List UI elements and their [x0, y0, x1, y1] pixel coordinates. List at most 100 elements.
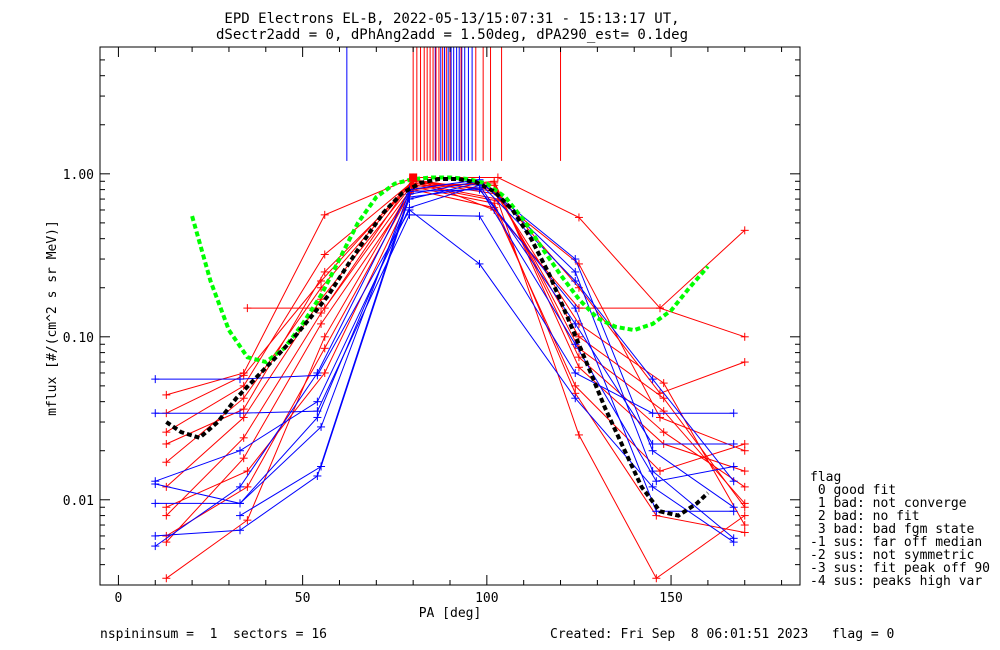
- data-point: [236, 482, 244, 491]
- data-point: [574, 363, 583, 372]
- data-point: [571, 255, 580, 264]
- data-point: [239, 368, 248, 377]
- legend-entry: 3 bad: bad fgm state: [810, 522, 975, 537]
- series-line-0: [166, 179, 746, 526]
- data-point: [729, 462, 738, 471]
- data-point: [313, 413, 322, 422]
- data-point: [320, 344, 329, 353]
- series-line-6: [166, 180, 745, 433]
- data-point: [740, 499, 749, 508]
- data-point: [151, 409, 160, 418]
- data-point: [313, 368, 322, 377]
- data-point: [493, 173, 502, 182]
- data-point: [652, 574, 661, 583]
- series-line-16: [155, 180, 734, 537]
- data-point: [659, 407, 668, 416]
- data-point: [740, 528, 749, 537]
- data-point: [729, 477, 738, 486]
- data-point: [729, 534, 738, 543]
- data-point: [740, 482, 749, 491]
- series-line-5: [166, 177, 746, 396]
- data-point: [239, 433, 248, 442]
- plot-area: [151, 47, 749, 583]
- x-tick-label: 0: [115, 591, 123, 606]
- data-point: [151, 375, 160, 384]
- data-point: [317, 422, 326, 431]
- peak-marker: [409, 173, 418, 182]
- data-point: [648, 446, 657, 455]
- series-line-17: [155, 179, 735, 547]
- data-point: [571, 267, 580, 276]
- data-point: [239, 394, 248, 403]
- data-point: [405, 193, 414, 202]
- data-point: [162, 439, 171, 448]
- data-point: [656, 304, 664, 313]
- data-point: [659, 428, 668, 437]
- data-point: [574, 430, 583, 439]
- data-point: [574, 213, 583, 222]
- data-point: [656, 467, 664, 476]
- data-point: [236, 511, 244, 520]
- data-point: [151, 542, 160, 551]
- legend-title: flag: [810, 470, 842, 485]
- series-line-12: [155, 209, 734, 543]
- series-line-18: [155, 189, 734, 512]
- data-point: [243, 482, 252, 491]
- data-point: [317, 308, 326, 317]
- data-point: [320, 267, 329, 276]
- data-point: [571, 340, 580, 349]
- data-point: [239, 454, 248, 463]
- data-point: [320, 332, 329, 341]
- series-line-4: [165, 180, 745, 543]
- data-point: [571, 381, 580, 390]
- legend-entry: 1 bad: not converge: [810, 496, 967, 511]
- data-point: [236, 375, 244, 384]
- legend-entry: -3 sus: fit peak off 90: [810, 561, 991, 576]
- series-line-9: [166, 186, 745, 537]
- data-point: [659, 394, 668, 403]
- x-tick-label: 100: [475, 591, 498, 606]
- data-point: [239, 405, 248, 414]
- data-point: [656, 389, 664, 398]
- data-point: [740, 439, 749, 448]
- series-line-2: [165, 183, 746, 504]
- footer-right: Created: Fri Sep 8 06:01:51 2023 flag = …: [550, 627, 895, 642]
- data-point: [729, 439, 738, 448]
- data-point: [236, 409, 244, 418]
- chart-subtitle: dSectr2add = 0, dPhAng2add = 1.50deg, dP…: [216, 27, 688, 43]
- data-point: [236, 446, 244, 455]
- data-point: [740, 226, 749, 235]
- data-point: [571, 394, 580, 403]
- data-point: [151, 531, 160, 540]
- data-point: [162, 574, 171, 583]
- data-point: [320, 304, 329, 313]
- data-point: [243, 304, 252, 313]
- data-point: [162, 390, 171, 399]
- data-point: [475, 212, 484, 221]
- data-point: [320, 368, 329, 377]
- y-axis-label: mflux [#/(cm^2 s sr MeV)]: [45, 220, 60, 416]
- data-point: [740, 358, 749, 367]
- series-line-7: [166, 182, 745, 452]
- data-point: [313, 471, 322, 480]
- data-point: [236, 526, 244, 535]
- data-point: [574, 353, 583, 362]
- x-tick-label: 50: [295, 591, 311, 606]
- data-point: [648, 482, 657, 491]
- data-point: [571, 368, 580, 377]
- data-point: [405, 210, 414, 219]
- data-point: [740, 446, 749, 455]
- legend-entry: -2 sus: not symmetric: [810, 548, 975, 563]
- data-point: [648, 375, 657, 384]
- legend-entry: -1 sus: far off median: [810, 535, 983, 550]
- y-tick-label: 0.01: [63, 494, 94, 509]
- data-point: [162, 511, 171, 520]
- data-point: [243, 467, 252, 476]
- data-point: [648, 409, 657, 418]
- data-point: [236, 499, 244, 508]
- data-point: [475, 183, 484, 192]
- series-line-3: [165, 182, 745, 516]
- data-point: [571, 304, 580, 313]
- data-point: [151, 479, 160, 488]
